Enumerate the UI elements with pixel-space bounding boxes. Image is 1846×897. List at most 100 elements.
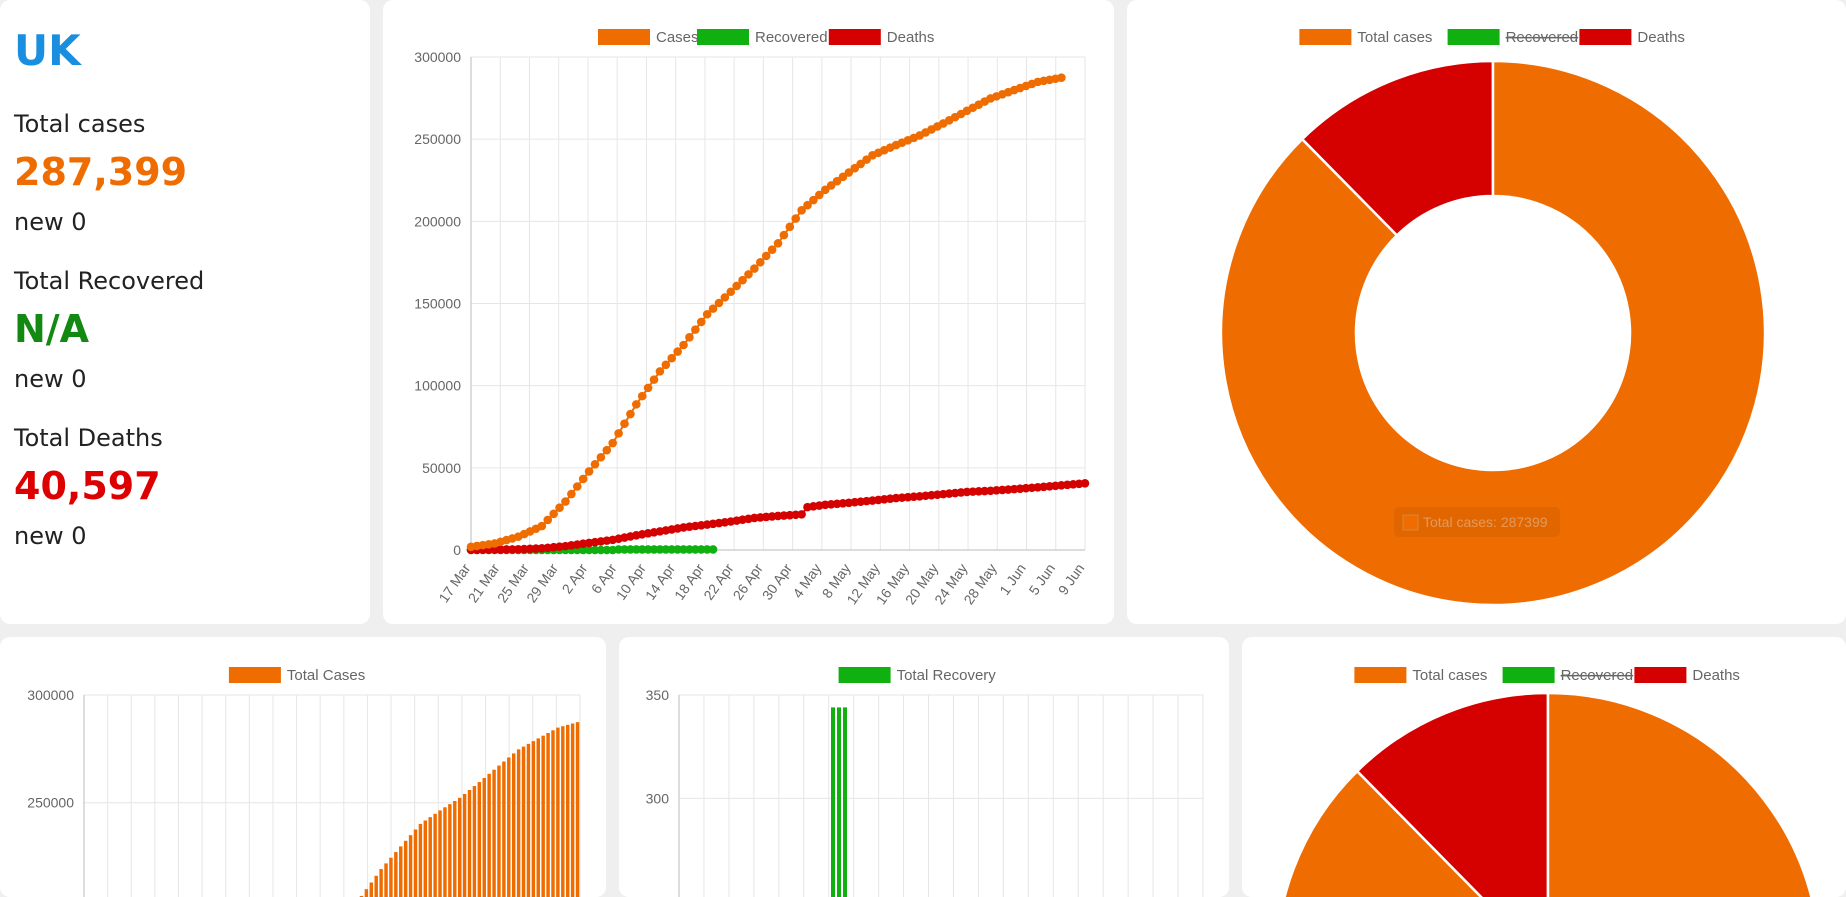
- cases-bar: [384, 863, 388, 897]
- cases-point: [584, 467, 594, 476]
- legend-label-total-recovery: Total Recovery: [897, 667, 997, 684]
- totals-pie-chart: Total cases Recovered Deaths: [1283, 667, 1813, 897]
- legend-swatch-total-cases: [1299, 29, 1352, 45]
- total-deaths-value: 40,597: [14, 464, 161, 508]
- recovered-point: [679, 545, 688, 554]
- cases-bar: [394, 852, 398, 897]
- cases-bar: [531, 741, 536, 897]
- cases-bar: [379, 869, 383, 897]
- cases-point: [614, 429, 623, 438]
- legend-swatch-total-cases: [1354, 667, 1407, 683]
- legend-swatch-cases: [598, 29, 650, 45]
- cases-point: [596, 452, 606, 462]
- cases-point: [714, 298, 724, 308]
- recovered-point: [602, 545, 612, 555]
- legend-label-recovered: Recovered: [1561, 667, 1634, 684]
- totals-donut-chart: Total cases Recovered Deaths Total cases: 2…: [1219, 29, 1767, 607]
- cases-bar: [536, 738, 540, 897]
- cases-point: [815, 190, 824, 200]
- cases-point: [691, 325, 700, 334]
- cases-bar: [403, 840, 408, 897]
- cases-bar: [399, 846, 403, 897]
- cases-bar: [428, 817, 432, 897]
- cases-point: [785, 222, 795, 232]
- cases-bar: [448, 804, 452, 897]
- cases-point: [809, 195, 818, 205]
- cases-bar: [413, 829, 418, 897]
- cases-point: [637, 391, 647, 401]
- cases-bar: [526, 743, 531, 897]
- cases-bar: [364, 889, 369, 897]
- y-tick-label: 50000: [422, 460, 461, 476]
- x-tick-label: 30 Apr: [759, 560, 796, 603]
- cases-point: [738, 275, 747, 285]
- cases-bar: [497, 765, 501, 897]
- cases-point: [685, 333, 694, 342]
- y-tick-label: 150000: [414, 296, 461, 312]
- legend-swatch-total-cases: [228, 667, 281, 683]
- new-deaths: new 0: [14, 522, 87, 550]
- recovered-point: [637, 545, 647, 554]
- cases-point: [826, 181, 836, 190]
- recovered-point: [626, 545, 635, 554]
- cases-point: [643, 383, 653, 393]
- y-tick-label: 250000: [27, 795, 74, 811]
- x-tick-label: 29 Mar: [523, 560, 561, 605]
- cases-bar: [575, 722, 580, 897]
- cases-point: [655, 367, 665, 376]
- cases-point: [620, 419, 629, 429]
- legend-label-deaths: Deaths: [1692, 667, 1740, 684]
- y-tick-label: 100000: [414, 378, 461, 394]
- cases-point: [590, 460, 600, 469]
- total-cases-value: 287,399: [14, 150, 188, 194]
- x-tick-label: 22 Apr: [700, 560, 737, 603]
- cases-bar: [408, 835, 413, 897]
- x-tick-label: 18 Apr: [671, 560, 708, 603]
- total-cases-slice: [1219, 59, 1767, 607]
- timeline-chart-card: 17 Mar 21 Mar 25 Mar 29 Mar 2 Apr 6 Apr 10 Apr…: [383, 0, 1114, 624]
- cases-point: [1057, 73, 1066, 83]
- cases-point: [820, 185, 830, 195]
- cases-bar: [472, 786, 477, 897]
- cases-bar: [482, 777, 486, 897]
- legend-swatch-recovered: [1447, 29, 1500, 45]
- cases-bar: [467, 789, 472, 897]
- cases-bar: [374, 875, 378, 897]
- cases-bar: [423, 820, 428, 897]
- deaths-point: [1080, 478, 1090, 488]
- recovered-point: [673, 545, 682, 554]
- cases-series-line: [470, 76, 1062, 548]
- legend-label-recovered: Recovered: [1506, 29, 1579, 46]
- cases-point: [602, 445, 612, 455]
- legend-swatch-recovered: [1502, 667, 1555, 683]
- recovered-point: [596, 545, 606, 555]
- recovered-point: [655, 545, 665, 554]
- recovered-point: [620, 545, 629, 554]
- total-recovered-label: Total Recovered: [14, 267, 205, 295]
- cases-bar: [566, 724, 570, 897]
- cases-point: [767, 245, 777, 254]
- recovery-bar: [837, 707, 841, 897]
- cases-point: [803, 200, 812, 210]
- cases-point: [838, 172, 848, 182]
- legend-swatch-deaths: [1634, 667, 1687, 683]
- cases-point: [862, 155, 871, 164]
- x-tick-label: 4 May: [789, 561, 824, 601]
- cases-point: [649, 375, 659, 384]
- recovered-point: [691, 545, 700, 554]
- total-cases-label: Total cases: [14, 110, 146, 138]
- cases-point: [791, 214, 801, 223]
- cases-point: [567, 489, 576, 499]
- tooltip-text: Total cases: 287399: [1423, 514, 1548, 530]
- legend-label-total-cases: Total cases: [1412, 667, 1487, 684]
- recovered-point: [685, 545, 694, 554]
- legend-swatch-recovered: [697, 29, 749, 45]
- cases-point: [856, 159, 865, 169]
- legend-label-total-cases: Total Cases: [287, 667, 365, 684]
- cases-point: [679, 340, 688, 350]
- cases-point: [773, 239, 783, 248]
- total-deaths-label: Total Deaths: [14, 424, 163, 452]
- x-tick-label: 2 Apr: [559, 560, 591, 596]
- y-tick-label: 300000: [414, 49, 461, 65]
